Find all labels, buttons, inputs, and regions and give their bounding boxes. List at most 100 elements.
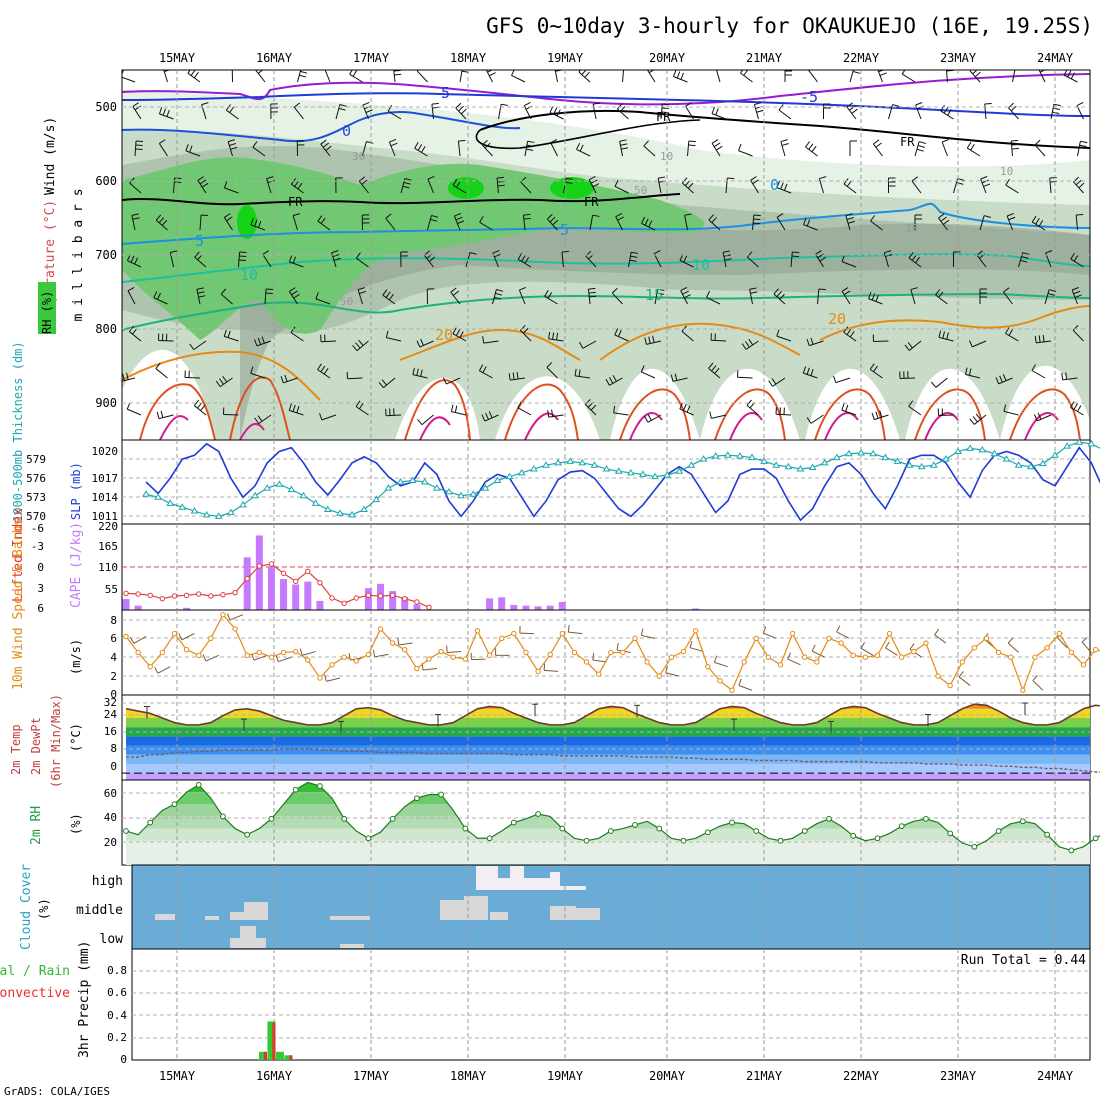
wind-barb-flag <box>517 253 523 260</box>
wind-barb-flag <box>332 253 340 257</box>
wind-barb <box>641 222 656 231</box>
wind-barb-flag <box>544 290 549 297</box>
wind-barb-flag <box>566 177 574 180</box>
wind-speed-point <box>705 663 711 670</box>
wind-barb <box>262 254 272 268</box>
wind-barb-flag <box>427 176 435 180</box>
wind-barb-flag <box>879 72 887 76</box>
wind-barb-flag <box>420 369 423 377</box>
rh-point <box>898 823 905 830</box>
wind-barb-flag <box>1032 675 1039 681</box>
lifted-index-point <box>183 592 190 599</box>
wind-barb-flag <box>548 331 551 339</box>
wind-barb-flag <box>621 147 629 150</box>
wind-barb <box>347 377 363 380</box>
wind-barb-flag <box>656 292 664 295</box>
wind-barb-flag <box>482 366 487 373</box>
wind-barb-flag <box>1011 143 1019 146</box>
wind-barb <box>548 414 564 418</box>
wind-barb <box>1076 105 1084 120</box>
thickness-point <box>469 490 478 497</box>
legend-wind: Wind (m/s) <box>43 117 58 195</box>
rh-peak-90 <box>550 177 594 199</box>
wind-barb-flag <box>450 287 457 293</box>
wind-barb-flag <box>428 256 436 262</box>
wind-barb-flag <box>166 109 170 117</box>
wind-barb-flag <box>257 70 264 74</box>
wind-barb-flag <box>585 399 591 405</box>
wind-barb <box>776 335 792 342</box>
rh-point <box>923 815 929 822</box>
wind-barb-flag <box>496 176 504 179</box>
wind-barb-flag <box>819 176 827 180</box>
lifted-index-point <box>292 578 299 585</box>
wind-barb <box>710 339 727 342</box>
wind-barb-flag <box>687 182 694 189</box>
wind-barb-flag <box>716 145 723 151</box>
temp-contour-25 <box>139 376 1081 440</box>
wind-speed-point <box>402 646 408 653</box>
wind-barb-flag <box>1034 139 1041 146</box>
cape-bar <box>292 584 300 610</box>
rh-point <box>268 815 275 822</box>
wind-barb-flag <box>404 178 412 181</box>
bottom-date-label: 21MAY <box>746 1069 783 1083</box>
wind-barb-flag <box>968 368 972 376</box>
wind-barb-flag <box>576 142 581 150</box>
wind-speed-point <box>365 651 372 658</box>
wind-speed-point <box>1068 649 1075 656</box>
rh-point <box>389 815 396 822</box>
temp-band <box>126 736 1090 746</box>
wind-barb-flag <box>497 184 505 187</box>
wind-barb <box>1077 141 1081 157</box>
wind-barb-flag <box>550 139 558 144</box>
wind-barb-flag <box>847 220 855 224</box>
wind-barb <box>941 141 948 157</box>
wind-barb-flag <box>289 287 296 292</box>
wind-barb-flag <box>132 328 138 335</box>
top-date-label: 20MAY <box>649 51 686 65</box>
wind-barb <box>711 414 727 419</box>
wind-barb-flag <box>459 331 464 338</box>
precip-tick: 0.2 <box>107 1031 127 1044</box>
rh-label: 2m RH <box>29 806 44 845</box>
cape-bar <box>183 607 191 610</box>
wind-barb <box>614 334 629 342</box>
wind-barb-flag <box>452 327 457 334</box>
wind-barb-flag <box>957 178 965 181</box>
wind-barb-flag <box>230 146 238 150</box>
wind-barb <box>935 377 948 388</box>
wind-barb-flag <box>753 218 761 221</box>
wind-speed-point <box>196 652 202 659</box>
wind-barb-flag <box>450 404 454 412</box>
thickness-point <box>142 490 150 497</box>
temp-tick: 32 <box>104 696 117 709</box>
wind-barb-flag <box>1047 292 1055 296</box>
wind-barb-flag <box>942 331 946 339</box>
wind-barb <box>1003 410 1019 416</box>
wind-barb <box>131 215 136 231</box>
wind-barb <box>479 221 493 231</box>
rh-peak-90 <box>448 177 484 199</box>
wind-barb-flag <box>787 652 791 660</box>
rh-point <box>1019 818 1026 825</box>
wind-barb-flag <box>521 255 526 262</box>
wind-barb-flag <box>1002 374 1007 381</box>
wind-barb-flag <box>280 376 284 384</box>
wind-barb-flag <box>359 290 367 294</box>
wind-barb-flag <box>689 640 693 648</box>
thickness-point <box>796 465 805 472</box>
wind-barb-flag <box>362 102 370 106</box>
wind-barb-flag <box>357 287 365 291</box>
lifted-index-point <box>414 599 420 605</box>
wind-barb-flag <box>333 257 341 261</box>
thickness-point <box>723 451 732 458</box>
wind-barb-flag <box>127 287 135 292</box>
rh-point <box>632 822 638 828</box>
lifted-index-point <box>317 579 323 586</box>
wind-barb-flag <box>969 418 975 425</box>
wind-barb <box>1003 291 1013 305</box>
thickness-point <box>808 463 817 470</box>
wind-speed-point <box>608 649 614 656</box>
wind-barb-flag <box>1008 329 1013 336</box>
